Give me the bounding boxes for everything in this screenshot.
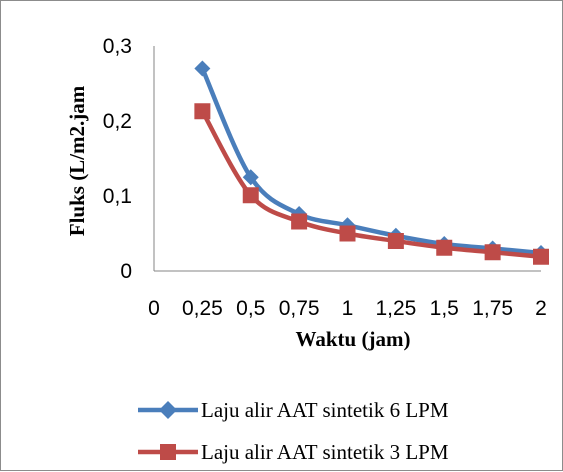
x-tick-label: 0,25 — [182, 297, 223, 320]
data-point — [242, 169, 259, 186]
data-point — [194, 60, 211, 77]
x-tick-label: 2 — [535, 297, 547, 320]
y-tick-label: 0,3 — [103, 35, 132, 58]
x-axis-title: Waktu (jam) — [296, 327, 411, 351]
legend-label: Laju alir AAT sintetik 6 LPM — [201, 398, 449, 422]
x-tick-label: 0,5 — [236, 297, 265, 320]
data-point — [242, 187, 259, 204]
x-tick-label: 0 — [148, 297, 160, 320]
y-tick-labels: 0 0,1 0,2 0,3 — [103, 35, 132, 283]
data-point — [339, 225, 356, 242]
legend-marker — [159, 401, 177, 419]
data-point — [291, 213, 308, 230]
x-tick-label: 0,75 — [279, 297, 320, 320]
series-1 — [194, 60, 549, 261]
y-tick-label: 0 — [120, 260, 132, 283]
y-tick-label: 0,2 — [103, 110, 132, 133]
data-point — [484, 244, 501, 261]
axes — [153, 46, 541, 272]
data-point — [387, 233, 404, 249]
legend-item: Laju alir AAT sintetik 3 LPM — [138, 440, 449, 464]
x-tick-labels: 0 0,25 0,5 0,75 1 1,25 1,5 1,75 2 — [148, 297, 547, 320]
x-tick-label: 1,5 — [430, 297, 459, 320]
x-tick-label: 1,25 — [375, 297, 416, 320]
data-point — [194, 103, 211, 120]
series-layer — [194, 60, 549, 265]
legend-item: Laju alir AAT sintetik 6 LPM — [138, 398, 449, 422]
data-point — [533, 248, 549, 265]
series-line — [200, 67, 542, 256]
legend-marker — [160, 444, 176, 460]
x-tick-label: 1,75 — [472, 297, 513, 320]
legend-label: Laju alir AAT sintetik 3 LPM — [201, 440, 449, 464]
legend: Laju alir AAT sintetik 6 LPM Laju alir AA… — [138, 398, 449, 464]
series-2 — [194, 103, 549, 265]
x-tick-label: 1 — [342, 297, 354, 320]
data-point — [436, 239, 453, 256]
y-tick-label: 0,1 — [103, 185, 132, 208]
y-axis-title: Fluks (L/m2.jam — [65, 85, 89, 236]
